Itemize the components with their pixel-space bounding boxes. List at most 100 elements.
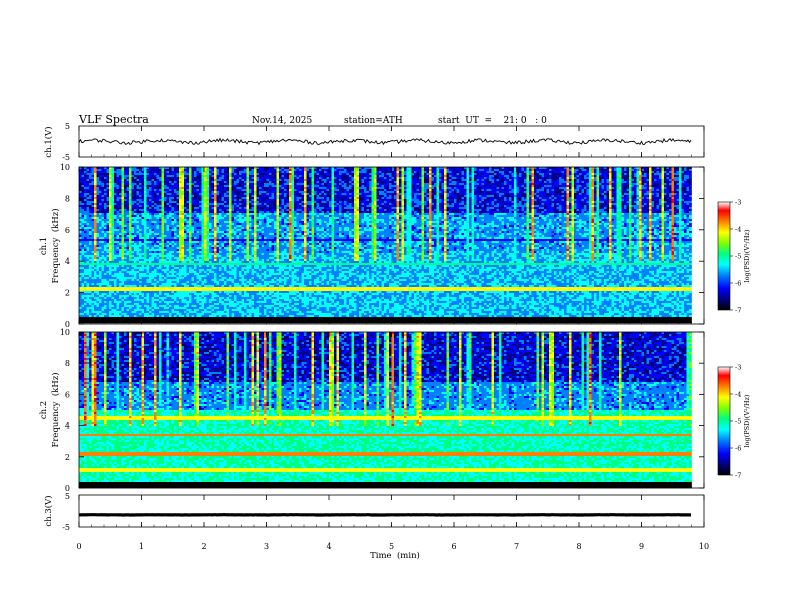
spectrogram-cell — [94, 219, 97, 221]
spectrogram-cell — [104, 171, 107, 173]
spectrogram-cell — [99, 297, 102, 299]
spectrogram-cell — [112, 273, 115, 275]
spectrogram-cell — [109, 191, 112, 193]
spectrogram-cell — [117, 285, 120, 287]
spectrogram-cell — [112, 315, 115, 317]
spectrogram-cell — [112, 279, 115, 281]
spectrogram-cell — [82, 263, 85, 265]
spectrogram-cell — [109, 313, 112, 315]
spectrogram-cell — [97, 239, 100, 241]
spectrogram-cell — [82, 211, 85, 213]
spectrogram-cell — [97, 247, 100, 249]
spectrogram-cell — [112, 175, 115, 177]
spectrogram-cell — [109, 307, 112, 309]
spectrogram-cell — [97, 221, 100, 223]
spectrogram-cell — [82, 171, 85, 173]
spectrogram-cell — [84, 179, 87, 181]
spectrogram-cell — [117, 215, 120, 217]
spectrogram-cell — [94, 305, 97, 307]
spectrogram-cell — [99, 279, 102, 281]
spectrogram-cell — [89, 183, 92, 185]
spectrogram-cell — [102, 205, 105, 207]
spectrogram-cell — [114, 261, 117, 263]
spectrogram-cell — [107, 255, 110, 257]
spectrogram-cell — [117, 271, 120, 273]
spectrogram-cell — [79, 235, 82, 237]
spectrogram-cell — [112, 235, 115, 237]
spectrogram-cell — [99, 311, 102, 313]
spectrogram-cell — [92, 297, 95, 299]
spectrogram-cell — [84, 187, 87, 189]
spectrogram-cell — [87, 211, 90, 213]
spectrogram-cell — [109, 243, 112, 245]
spectrogram-cell — [82, 179, 85, 181]
spectrogram-cell — [79, 209, 82, 211]
spectrogram-cell — [112, 211, 115, 213]
spectrogram-cell — [84, 205, 87, 207]
spectrogram-cell — [104, 269, 107, 271]
spectrogram-cell — [107, 299, 110, 301]
spectrogram-cell — [84, 195, 87, 197]
spectrogram-cell — [87, 259, 90, 261]
spectrogram-cell — [104, 259, 107, 261]
spectrogram-cell — [84, 207, 87, 209]
spectrogram-cell — [109, 175, 112, 177]
spectrogram-cell — [89, 203, 92, 205]
spectrogram-cell — [107, 321, 110, 323]
spectrogram-cell — [109, 299, 112, 301]
spectrogram-cell — [102, 305, 105, 307]
spectrogram-cell — [107, 211, 110, 213]
spectrogram-cell — [82, 283, 85, 285]
spectrogram-cell — [89, 251, 92, 253]
spectrogram-cell — [99, 171, 102, 173]
spectrogram-cell — [109, 269, 112, 271]
spectrogram-cell — [94, 271, 97, 273]
spectrogram-cell — [112, 253, 115, 255]
spectrogram-cell — [107, 285, 110, 287]
spectrogram-cell — [104, 235, 107, 237]
spectrogram-cell — [99, 177, 102, 179]
spectrogram-cell — [79, 219, 82, 221]
spectrogram-cell — [94, 189, 97, 191]
spectrogram-cell — [94, 279, 97, 281]
spectrogram-cell — [102, 235, 105, 237]
spectrogram-cell — [84, 219, 87, 221]
spectrogram-cell — [84, 291, 87, 293]
spectrogram-cell — [82, 281, 85, 283]
spectrogram-cell — [119, 271, 122, 273]
spectrogram-cell — [114, 259, 117, 261]
spectrogram-cell — [109, 239, 112, 241]
spectrogram-cell — [94, 179, 97, 181]
spectrogram-cell — [107, 291, 110, 293]
spectrogram-cell — [99, 233, 102, 235]
spectrogram-cell — [97, 217, 100, 219]
spectrogram-cell — [109, 263, 112, 265]
spectrogram-cell — [104, 275, 107, 277]
spectrogram-cell — [89, 265, 92, 267]
spectrogram-cell — [87, 317, 90, 319]
spectrogram-cell — [109, 249, 112, 251]
spectrogram-cell — [82, 193, 85, 195]
spectrogram-cell — [109, 199, 112, 201]
spectrogram-cell — [117, 207, 120, 209]
spectrogram-cell — [107, 229, 110, 231]
spectrogram-cell — [82, 213, 85, 215]
spectrogram-cell — [117, 291, 120, 293]
spectrogram-cell — [109, 189, 112, 191]
spectrogram-cell — [94, 297, 97, 299]
spectrogram-cell — [109, 271, 112, 273]
spectrogram-cell — [117, 293, 120, 295]
spectrogram-cell — [79, 191, 82, 193]
spectrogram-cell — [92, 241, 95, 243]
spectrogram-cell — [109, 181, 112, 183]
spectrogram-cell — [79, 317, 82, 319]
spectrogram-cell — [87, 305, 90, 307]
spectrogram-cell — [112, 207, 115, 209]
spectrogram-cell — [92, 309, 95, 311]
spectrogram-cell — [114, 195, 117, 197]
spectrogram-cell — [114, 175, 117, 177]
spectrogram-cell — [102, 267, 105, 269]
spectrogram-cell — [107, 237, 110, 239]
spectrogram-cell — [117, 169, 120, 171]
spectrogram-cell — [119, 281, 122, 283]
